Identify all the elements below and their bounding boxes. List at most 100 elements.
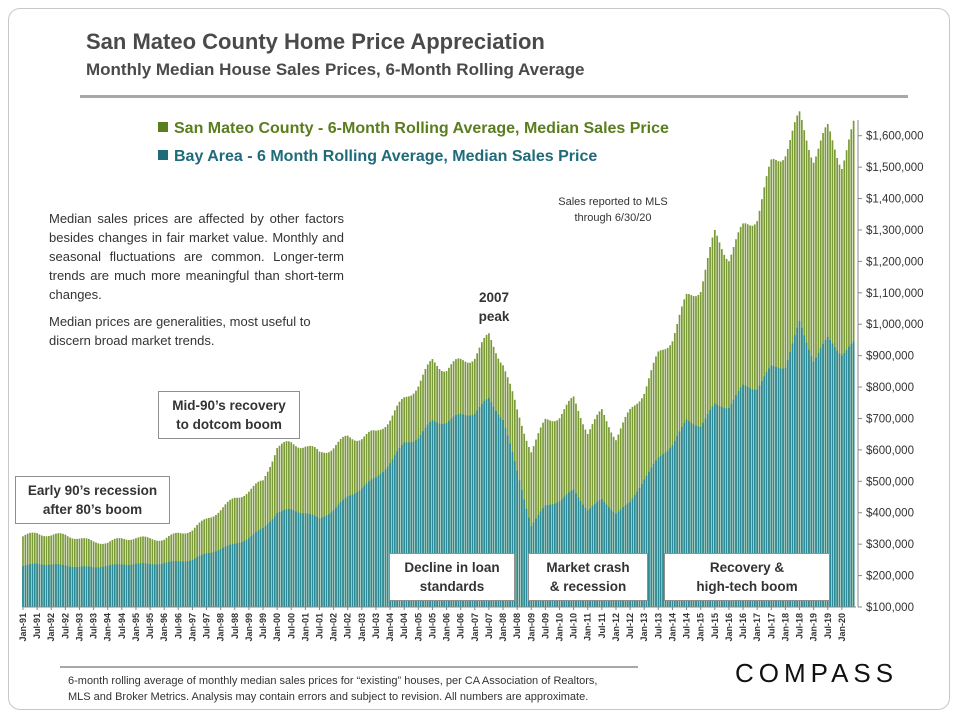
bay-area-bar (43, 564, 46, 607)
x-tick-label: Jul-95 (145, 613, 155, 639)
bay-area-bar (796, 327, 799, 607)
bay-area-bar (168, 561, 170, 607)
bay-area-bar (102, 566, 104, 607)
bay-area-bar (709, 410, 711, 607)
bay-area-bar (488, 397, 490, 607)
bay-area-bar (255, 532, 257, 607)
bay-area-bar (248, 538, 250, 607)
crash-line2: & recession (549, 579, 627, 594)
bay-area-bar (471, 415, 474, 607)
bay-area-bar (252, 534, 255, 607)
bay-area-bar (38, 564, 41, 607)
bay-area-bar (273, 516, 276, 607)
bay-area-bar (431, 420, 434, 607)
bay-area-bar (742, 384, 744, 607)
bay-area-bar (198, 555, 201, 607)
bay-area-bar (243, 541, 246, 607)
bay-area-bar (370, 479, 373, 607)
bay-area-bar (295, 511, 297, 607)
bay-area-bar (793, 335, 796, 607)
bay-area-bar (765, 372, 768, 607)
bay-area-bar (730, 404, 733, 607)
bay-area-bar (151, 564, 154, 607)
x-tick-label: Jan-09 (526, 613, 536, 642)
x-tick-label: Jan-91 (18, 613, 28, 642)
bay-area-bar (304, 513, 307, 607)
bay-area-bar (231, 544, 234, 607)
y-tick-label: $1,300,000 (866, 225, 924, 237)
bay-area-bar (205, 553, 208, 607)
bay-area-bar (391, 459, 394, 607)
bay-area-bar (200, 554, 203, 607)
bay-area-bar (831, 343, 834, 607)
bay-area-bar (368, 481, 370, 607)
bay-area-bar (59, 564, 62, 607)
x-tick-label: Jan-11 (583, 613, 593, 641)
bay-area-bar (90, 566, 93, 607)
bay-area-bar (339, 502, 342, 607)
bay-area-bar (130, 564, 133, 607)
bay-area-bar (758, 385, 761, 607)
bay-area-bar (120, 564, 123, 607)
bay-area-bar (393, 455, 396, 607)
bay-area-bar (441, 423, 443, 607)
bay-area-bar (288, 509, 290, 607)
recession-line1: Early 90’s recession (27, 483, 158, 498)
bay-area-bar (718, 405, 721, 607)
bay-area-bar (276, 513, 278, 607)
footer-divider (60, 666, 638, 668)
bay-area-bar (335, 507, 337, 607)
bay-area-bar (45, 564, 48, 607)
bay-area-bar (671, 445, 674, 607)
bay-area-bar (146, 563, 149, 607)
bay-area-bar (302, 513, 304, 607)
bay-area-bar (389, 463, 391, 607)
bay-area-bar (513, 461, 516, 607)
bay-area-bar (506, 435, 509, 607)
x-tick-label: Jan-13 (639, 613, 649, 642)
bay-area-bar (721, 407, 723, 607)
bars-group (22, 111, 855, 608)
x-tick-label: Jan-05 (413, 613, 423, 642)
bay-area-bar (577, 497, 580, 607)
x-tick-label: Jul-93 (89, 613, 99, 639)
bay-area-bar (52, 564, 55, 607)
x-tick-label: Jan-14 (667, 613, 677, 642)
bay-area-bar (822, 343, 824, 607)
bay-area-bar (673, 440, 676, 607)
bay-area-bar (36, 563, 38, 607)
bay-area-bar (481, 404, 483, 607)
bay-area-bar (88, 566, 90, 607)
bay-area-bar (509, 443, 511, 607)
bay-area-bar (321, 517, 323, 607)
bay-area-bar (193, 558, 196, 607)
bay-area-bar (299, 513, 302, 607)
bay-area-bar (377, 475, 380, 607)
bay-area-bar (779, 368, 782, 607)
bay-area-bar (24, 565, 27, 607)
mls-note-line2: through 6/30/20 (574, 212, 652, 224)
bay-area-bar (55, 564, 57, 607)
bay-area-bar (521, 490, 523, 607)
y-tick-label: $600,000 (866, 445, 914, 457)
x-tick-label: Jan-15 (696, 613, 706, 642)
bay-area-bar (401, 444, 403, 607)
bay-area-bar (784, 367, 787, 607)
bay-area-bar (450, 418, 453, 607)
bay-area-bar (123, 564, 126, 607)
bay-area-bar (384, 469, 387, 607)
hightech-line2: high-tech boom (696, 579, 798, 594)
y-tick-label: $1,000,000 (866, 319, 924, 331)
bay-area-bar (69, 566, 71, 607)
bay-area-bar (457, 414, 460, 607)
bay-area-bar (732, 399, 735, 607)
bay-area-bar (744, 385, 747, 607)
bay-area-bar (443, 423, 446, 607)
bay-area-bar (189, 560, 191, 607)
bay-area-bar (363, 486, 366, 607)
bay-area-bar (337, 504, 340, 607)
bay-area-bar (215, 551, 217, 607)
y-tick-label: $1,400,000 (866, 194, 924, 206)
peak-line2: peak (478, 309, 510, 324)
x-tick-label: Jul-12 (625, 613, 635, 639)
